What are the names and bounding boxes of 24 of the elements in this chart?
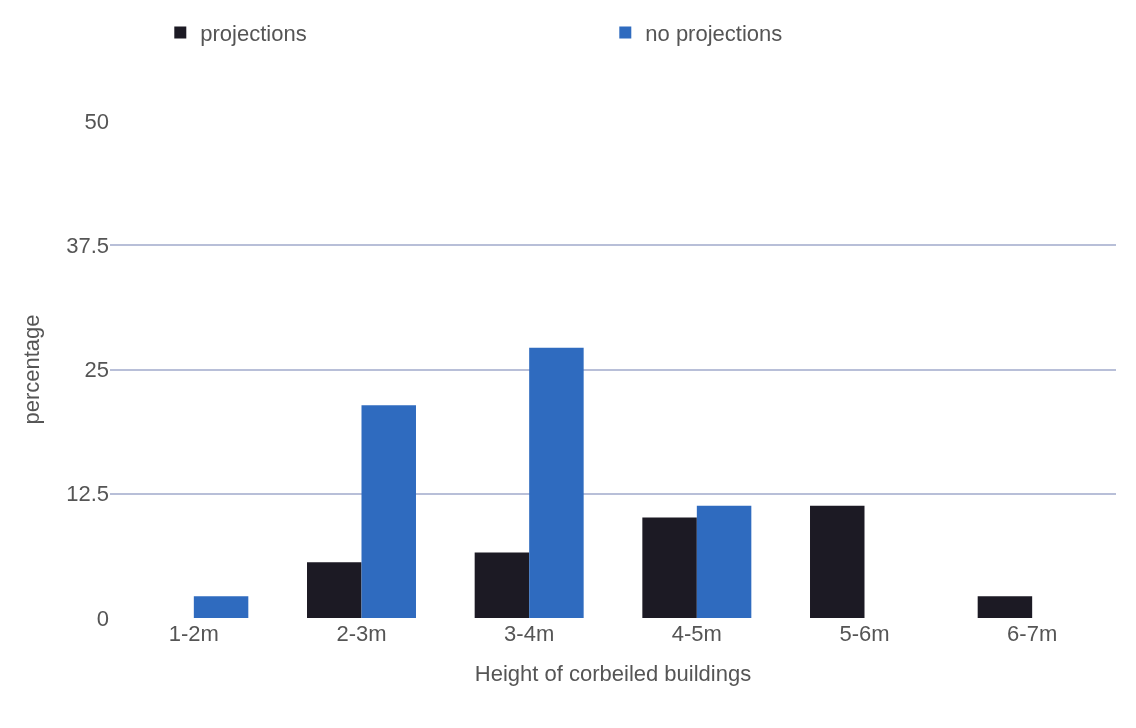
legend-label: projections	[200, 21, 307, 47]
y-tick-label: 0	[96, 605, 109, 631]
bar	[307, 562, 362, 618]
y-tick-label: 50	[84, 108, 109, 134]
bar	[642, 517, 697, 618]
bar	[193, 596, 249, 618]
bar	[474, 552, 530, 618]
bar	[529, 347, 584, 618]
bar	[977, 596, 1033, 618]
bar	[361, 405, 416, 618]
x-tick-label: 1-2m	[168, 621, 219, 646]
bar	[810, 505, 865, 618]
x-axis-title: Height of corbeiled buildings	[474, 660, 752, 686]
x-tick-label: 4-5m	[671, 621, 722, 646]
x-tick-label: 3-4m	[504, 621, 555, 646]
x-tick-label: 5-6m	[839, 621, 890, 646]
y-tick-label: 37.5	[66, 232, 109, 258]
y-axis-title: percentage	[18, 314, 44, 425]
bar	[696, 505, 752, 618]
x-tick-label: 6-7m	[1007, 621, 1058, 646]
y-tick-label: 25	[84, 357, 109, 383]
y-tick-label: 12.5	[66, 481, 109, 507]
x-tick-label: 2-3m	[336, 621, 387, 646]
legend-label: no projections	[645, 21, 783, 47]
